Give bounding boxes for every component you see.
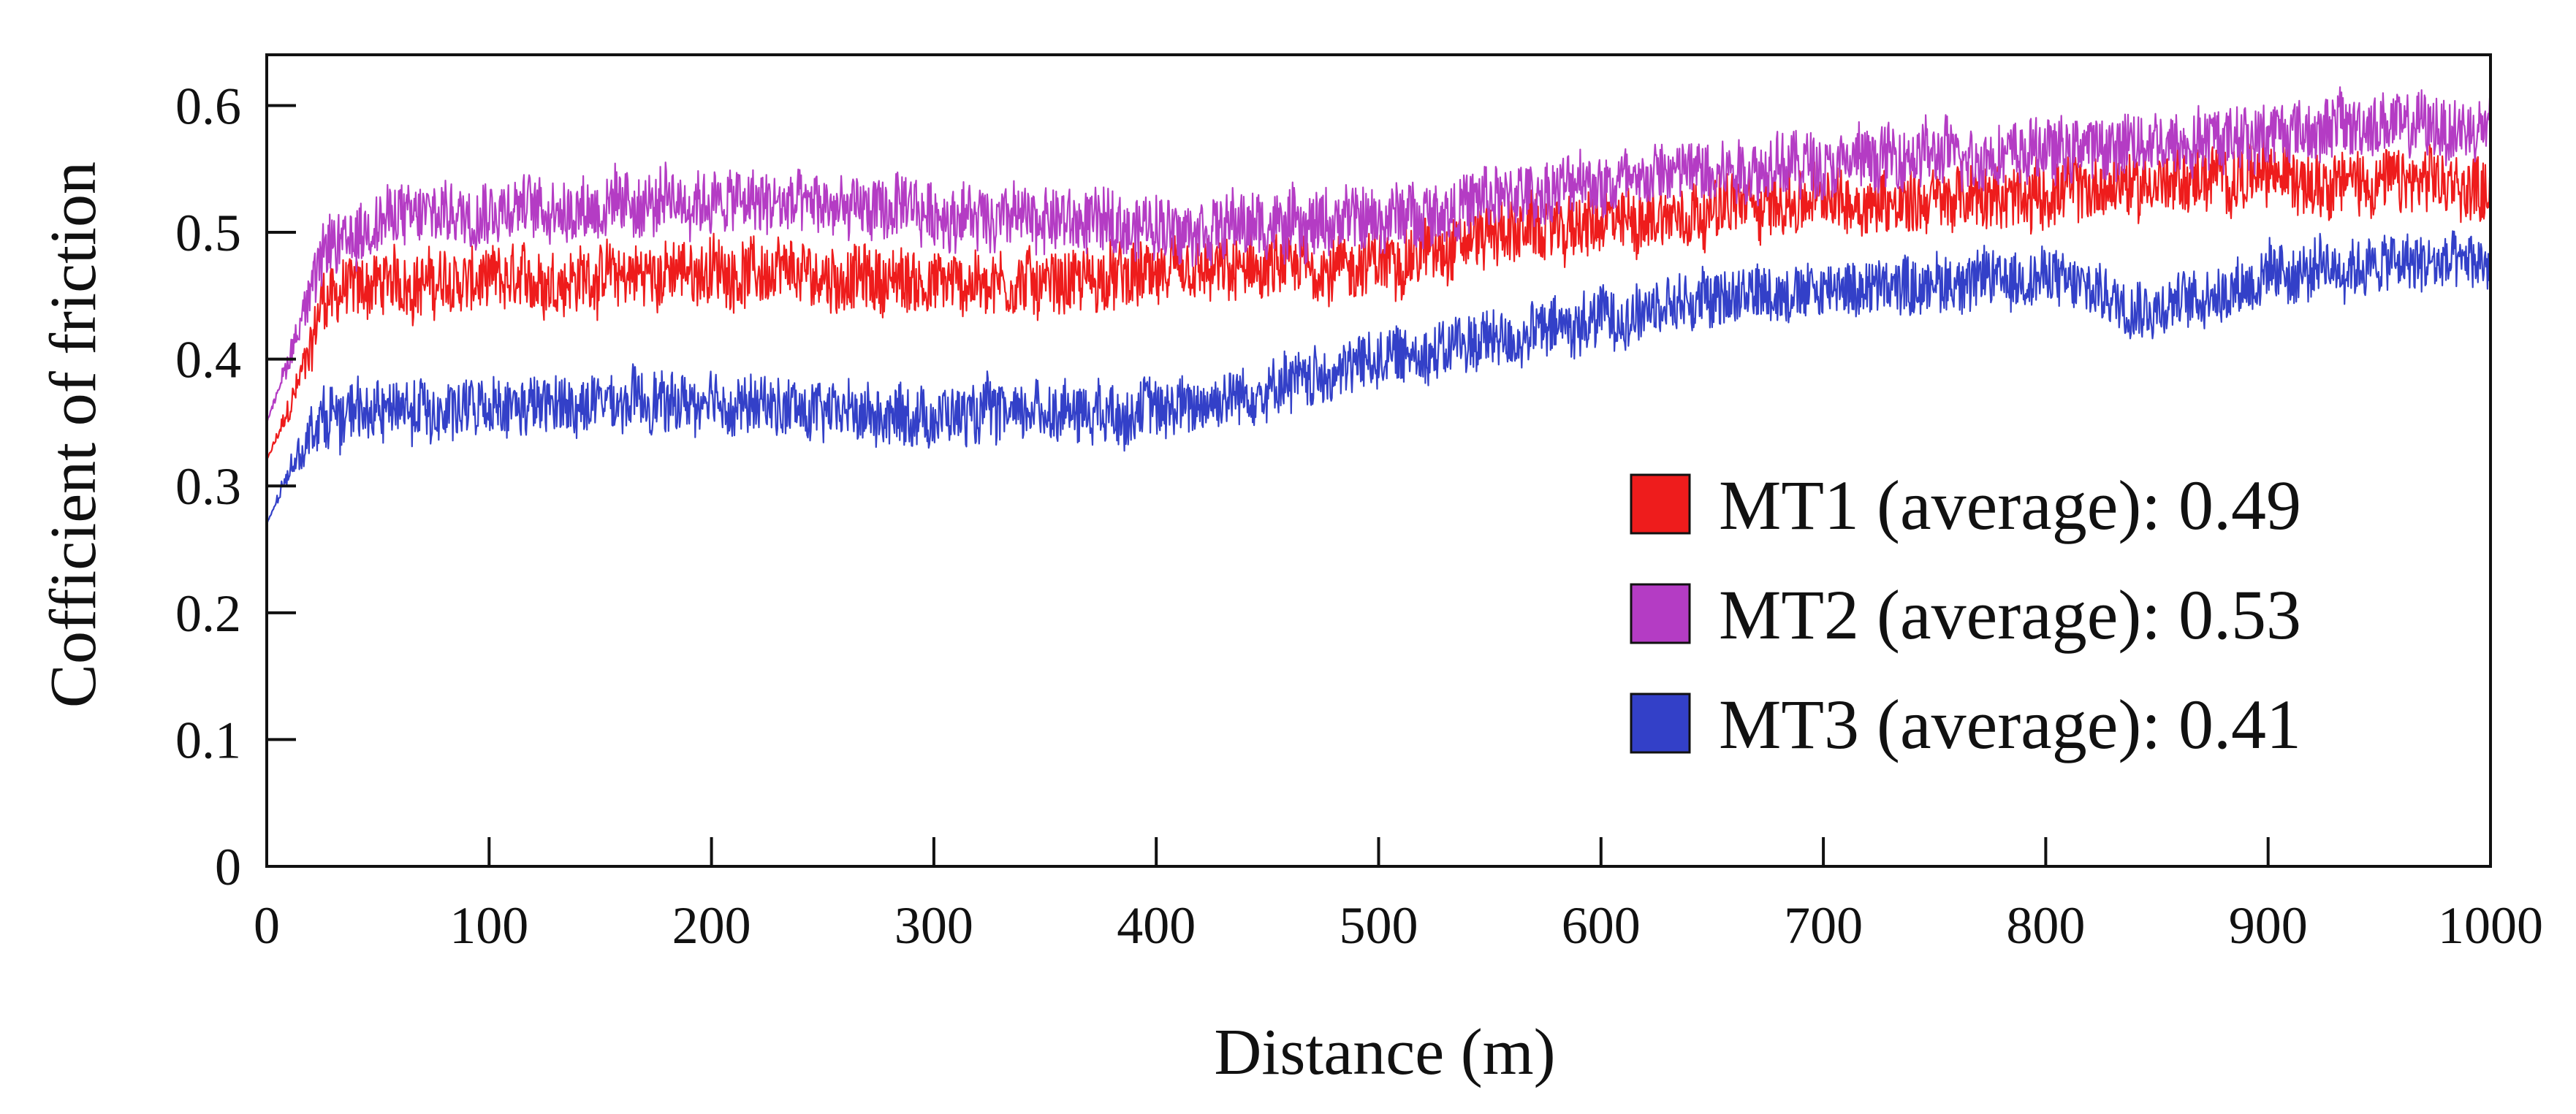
legend: MT1 (average): 0.49 MT2 (average): 0.53 MT… bbox=[1630, 466, 2301, 763]
x-tick-label: 0 bbox=[254, 896, 280, 955]
y-tick-label: 0.6 bbox=[175, 77, 241, 135]
series-line-3 bbox=[265, 230, 2492, 524]
x-tick-label: 400 bbox=[1117, 896, 1196, 955]
legend-label: MT1 (average): 0.49 bbox=[1719, 466, 2301, 544]
x-tick-label: 300 bbox=[894, 896, 973, 955]
x-tick-label: 100 bbox=[449, 896, 528, 955]
y-tick-label: 0.4 bbox=[175, 331, 241, 389]
legend-label: MT3 (average): 0.41 bbox=[1719, 685, 2301, 763]
x-tick-label: 600 bbox=[1562, 896, 1641, 955]
axes-layer: 0 100 200 300 400 500 600 700 800 900 1000 0 0.1 0.2 0… bbox=[175, 53, 2543, 955]
x-tick-label: 1000 bbox=[2438, 896, 2543, 955]
y-tick-label: 0.1 bbox=[175, 711, 241, 769]
series-line-1 bbox=[265, 136, 2492, 461]
y-tick-label: 0 bbox=[215, 838, 241, 896]
y-tick-label: 0.5 bbox=[175, 204, 241, 262]
series-line-2 bbox=[265, 86, 2492, 423]
y-tick-label: 0.3 bbox=[175, 457, 241, 516]
x-tick-label: 800 bbox=[2006, 896, 2085, 955]
y-axis-title: Cofficient of friction bbox=[37, 161, 110, 708]
legend-swatch bbox=[1630, 693, 1691, 754]
x-tick-label: 500 bbox=[1340, 896, 1418, 955]
x-tick-label: 700 bbox=[1784, 896, 1863, 955]
legend-swatch bbox=[1630, 473, 1691, 535]
series-layer bbox=[265, 86, 2492, 524]
x-tick-label: 900 bbox=[2229, 896, 2308, 955]
x-tick-label: 200 bbox=[672, 896, 751, 955]
legend-swatch bbox=[1630, 583, 1691, 644]
x-axis-title: Distance (m) bbox=[1214, 1016, 1555, 1088]
legend-label: MT2 (average): 0.53 bbox=[1719, 576, 2301, 654]
y-tick-label: 0.2 bbox=[175, 584, 241, 643]
